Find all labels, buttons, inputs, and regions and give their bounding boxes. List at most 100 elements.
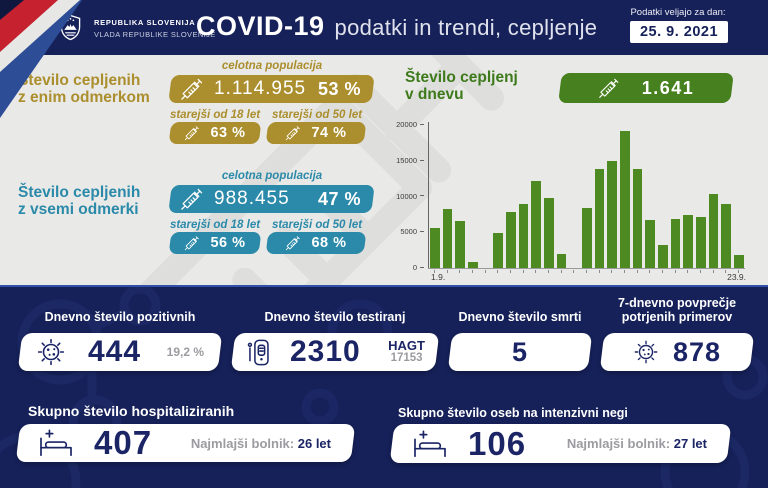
chart-y-tick-label: 10000 (396, 191, 417, 201)
chart-bar (734, 255, 744, 268)
one-dose-heading-line1: Število cepljenih (18, 72, 141, 89)
one-dose-age50-pill: 74 % (267, 122, 365, 144)
chart-bar (645, 220, 656, 268)
avg7-title: 7-dnevno povprečje potrjenih primerov (602, 296, 752, 324)
all-doses-age18-label: starejši od 18 let (169, 219, 261, 231)
chart-x-axis (428, 268, 745, 269)
slovenia-coat-of-arms-icon (59, 14, 82, 41)
avg7-title-line2: potrjenih primerov (621, 309, 733, 324)
all-doses-population-label: celotna populacija (221, 170, 323, 182)
chart-bar (493, 233, 503, 268)
chart-x-label-end: 23.9. (727, 272, 746, 282)
chart-y-tick-label: 20000 (396, 120, 417, 129)
tests-value: 2310 (290, 335, 361, 368)
deaths-card: 5 (450, 333, 590, 371)
chart-bar (721, 204, 732, 268)
avg7-card: 878 (602, 333, 752, 371)
icu-note-value: 27 let (673, 436, 707, 451)
icu-note-label: Najmlajši bolnik: (566, 436, 671, 451)
vaccination-section: Število cepljenih z enim odmerkom celotn… (0, 55, 768, 285)
date-valid-label: Podatki veljajo za dan: (630, 7, 726, 18)
hospital-bed-icon (38, 428, 74, 458)
chart-bars (430, 125, 744, 268)
positives-value: 444 (88, 335, 142, 368)
all-doses-total-pill: 988.455 47 % (170, 185, 373, 213)
gov-line1: REPUBLIKA SLOVENIJA (94, 18, 196, 27)
daily-heading-line2: v dnevu (405, 86, 464, 103)
all-doses-age18-pill: 56 % (170, 232, 260, 254)
all-doses-age50-pill: 68 % (267, 232, 365, 254)
antigen-test-icon (245, 337, 272, 368)
all-doses-age18-pct: 56 % (210, 235, 246, 251)
syringe-icon (184, 125, 200, 141)
all-doses-total: 988.455 (214, 188, 290, 209)
syringe-icon (184, 235, 200, 251)
syringe-icon (285, 235, 301, 251)
chart-bar (531, 181, 541, 268)
icu-value: 106 (468, 424, 527, 462)
daily-stats-section: Dnevno število pozitivnih Dnevno število… (0, 285, 768, 488)
daily-vaccinations-heading: Število cepljenj v dnevu (405, 69, 518, 103)
hospitalized-note-label: Najmlajši bolnik: (190, 435, 295, 451)
chart-y-axis (428, 122, 429, 269)
chart-bar (683, 215, 694, 268)
chart-bar (442, 209, 453, 268)
syringe-icon (180, 187, 204, 211)
chart-bar (620, 131, 630, 268)
daily-vaccinations-value: 1.641 (641, 77, 695, 98)
one-dose-heading-line2: z enim odmerkom (18, 89, 150, 106)
government-name: REPUBLIKA SLOVENIJA VLADA REPUBLIKE SLOV… (94, 18, 216, 39)
all-doses-age50-pct: 68 % (311, 235, 347, 251)
avg7-value: 878 (672, 336, 722, 367)
all-doses-heading: Število cepljenih z vsemi odmerki (18, 184, 140, 218)
page-title-subtitle: podatki in trendi, cepljenje (334, 15, 598, 40)
hospitalized-note-value: 26 let (297, 435, 331, 451)
deaths-title: Dnevno število smrti (458, 310, 582, 324)
positives-card: 444 19,2 % (20, 333, 220, 371)
tests-hagt-value: 17153 (390, 352, 423, 364)
chart-bar (468, 262, 478, 268)
chart-bar (607, 161, 617, 268)
one-dose-age18-pct: 63 % (210, 125, 246, 141)
chart-bar (506, 212, 516, 268)
icu-card: 106 Najmlajši bolnik: 27 let (392, 424, 729, 463)
chart-bar (658, 245, 668, 268)
chart-bar (632, 169, 643, 268)
chart-x-label-start: 1.9. (431, 272, 446, 282)
chart-bar (544, 198, 554, 268)
all-doses-heading-line2: z vsemi odmerki (18, 201, 139, 218)
all-doses-age50-label: starejši od 50 let (271, 219, 363, 231)
one-dose-age50-pct: 74 % (311, 125, 347, 141)
daily-heading-line1: Število cepljenj (405, 69, 518, 86)
chart-bar (556, 254, 567, 268)
chart-bar (708, 194, 719, 268)
one-dose-age50-label: starejši od 50 let (271, 109, 363, 121)
page-title-bold: COVID-19 (196, 11, 325, 41)
icu-title: Skupno število oseb na intenzivni negi (398, 406, 628, 420)
report-date: 25. 9. 2021 (630, 21, 728, 43)
tests-card: 2310 HAGT 17153 (233, 333, 437, 371)
avg7-title-line1: 7-dnevno povprečje (617, 296, 737, 310)
virus-icon (36, 337, 66, 367)
deaths-value: 5 (511, 336, 529, 367)
one-dose-total: 1.114.955 (214, 78, 307, 99)
chart-bar (696, 217, 706, 268)
syringe-icon (285, 125, 301, 141)
tests-title: Dnevno število testiranj (264, 310, 406, 324)
chart-y-tick-labels: 0 5000 10000 15000 20000 (394, 121, 424, 272)
hospital-bed-icon (412, 429, 448, 459)
syringe-icon (180, 77, 204, 101)
chart-x-ticks (430, 270, 744, 273)
one-dose-total-pill: 1.114.955 53 % (170, 75, 373, 103)
chart-bar (518, 204, 529, 268)
chart-y-tick-label: 5000 (400, 227, 417, 237)
chart-bar (455, 221, 465, 268)
all-doses-total-pct: 47 % (317, 188, 361, 209)
header-bar: REPUBLIKA SLOVENIJA VLADA REPUBLIKE SLOV… (0, 0, 768, 55)
chart-bar (582, 208, 592, 268)
one-dose-age18-label: starejši od 18 let (169, 109, 261, 121)
chart-bar (594, 169, 605, 268)
all-doses-heading-line1: Število cepljenih (18, 184, 141, 201)
virus-icon (633, 339, 659, 365)
chart-y-tick-label: 0 (412, 263, 417, 272)
